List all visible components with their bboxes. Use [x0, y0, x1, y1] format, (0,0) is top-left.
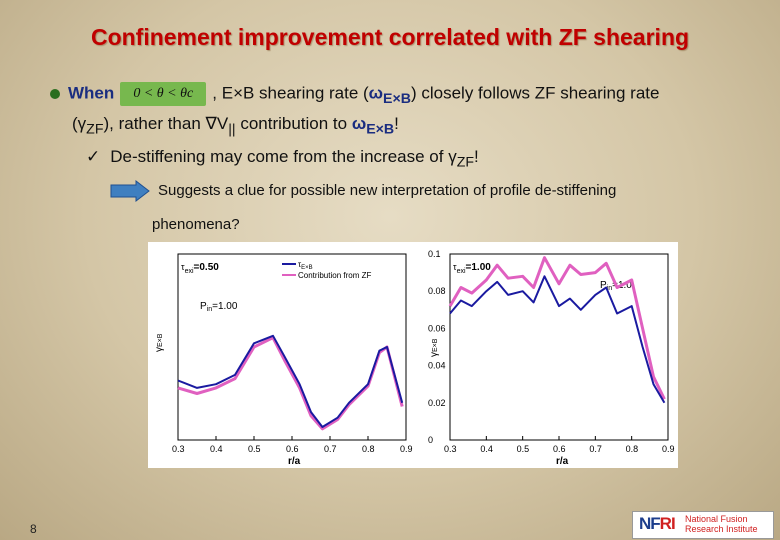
left-tau-label: τexi=0.50	[181, 262, 219, 275]
x-tick-label: 0.6	[286, 444, 299, 454]
right-arrow-icon	[110, 180, 150, 202]
right-xlabel: r/a	[556, 456, 569, 467]
suggest-line-2: phenomena?	[152, 216, 240, 233]
series-line-exb	[449, 275, 666, 404]
series-line-exb	[177, 334, 404, 428]
left-x-ticks: 0.3 0.4 0.5 0.6 0.7 0.8 0.9	[172, 436, 413, 454]
nfri-logo: NFRI National Fusion Research Institute	[632, 511, 774, 539]
bullet-line-2: (γZF), rather than ∇V|| contribution to …	[72, 114, 399, 137]
x-tick-label: 0.7	[324, 444, 337, 454]
series-line-zf	[177, 336, 404, 431]
condition-box: 0 < θ < θc	[120, 82, 207, 106]
x-tick-label: 0.4	[210, 444, 223, 454]
y-tick-label: 0.02	[428, 398, 446, 408]
series-line-zf	[448, 256, 666, 400]
logo-mark: NFRI	[639, 514, 676, 533]
check-icon: ✓	[86, 147, 101, 166]
x-tick-label: 0.6	[553, 444, 566, 454]
rather-text: ), rather than ∇V	[103, 114, 229, 133]
left-pin-label: Pin=1.00	[200, 301, 238, 313]
y-tick-label: 0	[428, 435, 433, 445]
sub-bullet-line: ✓ De-stiffening may come from the increas…	[86, 147, 479, 170]
omega-symbol: ω	[368, 83, 384, 103]
suggest-line-1: Suggests a clue for possible new interpr…	[158, 182, 617, 199]
slide-title: Confinement improvement correlated with …	[90, 24, 690, 50]
left-xlabel: r/a	[288, 456, 301, 467]
left-plot-frame	[177, 253, 407, 441]
right-tau-label: τexi=1.00	[453, 262, 491, 275]
y-tick-label: 0.1	[428, 249, 441, 259]
legend-zf-label: Contribution from ZF	[298, 271, 371, 280]
contribution-text: contribution to	[235, 114, 352, 133]
left-ylabel: γE×B	[154, 333, 165, 352]
x-tick-label: 0.9	[662, 444, 675, 454]
y-tick-label: 0.04	[428, 361, 446, 371]
page-number: 8	[30, 522, 37, 536]
gamma-subscript-3: ZF	[456, 154, 474, 171]
x-tick-label: 0.3	[444, 444, 457, 454]
omega-subscript-2: E×B	[366, 121, 395, 138]
x-tick-label: 0.3	[172, 444, 185, 454]
paren-open: (	[72, 114, 78, 133]
gamma-symbol-3: γ	[448, 147, 457, 166]
bullet-line-1: When 0 < θ < θc, E×B shearing rate (ωE×B)…	[50, 82, 659, 107]
right-ylabel: γE×B	[429, 338, 440, 357]
left-series-group	[177, 334, 404, 431]
y-tick-label: 0.08	[428, 286, 446, 296]
destiffening-text: De-stiffening may come from the increase…	[110, 147, 449, 166]
gamma-symbol: γ	[77, 114, 87, 133]
exb-text: , E×B shearing rate (	[212, 83, 369, 103]
figure-panel: τexi=0.50 τE×B Contribution from ZF Pin=…	[148, 242, 678, 468]
x-tick-label: 0.5	[517, 444, 530, 454]
x-tick-label: 0.9	[400, 444, 413, 454]
comparison-figure: τexi=0.50 τE×B Contribution from ZF Pin=…	[154, 249, 675, 467]
logo-subtitle: National Fusion Research Institute	[685, 514, 758, 534]
right-x-ticks: 0.3 0.4 0.5 0.6 0.7 0.8 0.9	[444, 436, 675, 454]
x-tick-label: 0.8	[626, 444, 639, 454]
y-tick-label: 0.06	[428, 323, 446, 333]
right-series-group	[448, 256, 666, 404]
when-label: When	[68, 83, 115, 103]
gamma-subscript: ZF	[86, 121, 104, 138]
follows-text: ) closely follows ZF shearing rate	[410, 83, 660, 103]
exclamation-2: !	[474, 147, 479, 166]
parallel-subscript: ||	[228, 121, 236, 138]
omega-symbol-2: ω	[351, 114, 367, 133]
legend-exb-label: τE×B	[298, 260, 313, 271]
x-tick-label: 0.4	[480, 444, 493, 454]
x-tick-label: 0.5	[248, 444, 261, 454]
bullet-dot-icon	[50, 89, 60, 99]
exclamation: !	[394, 114, 399, 133]
omega-subscript: E×B	[383, 90, 411, 107]
right-y-ticks: 0.1 0.08 0.06 0.04 0.02 0	[428, 249, 446, 445]
x-tick-label: 0.8	[362, 444, 375, 454]
x-tick-label: 0.7	[589, 444, 602, 454]
